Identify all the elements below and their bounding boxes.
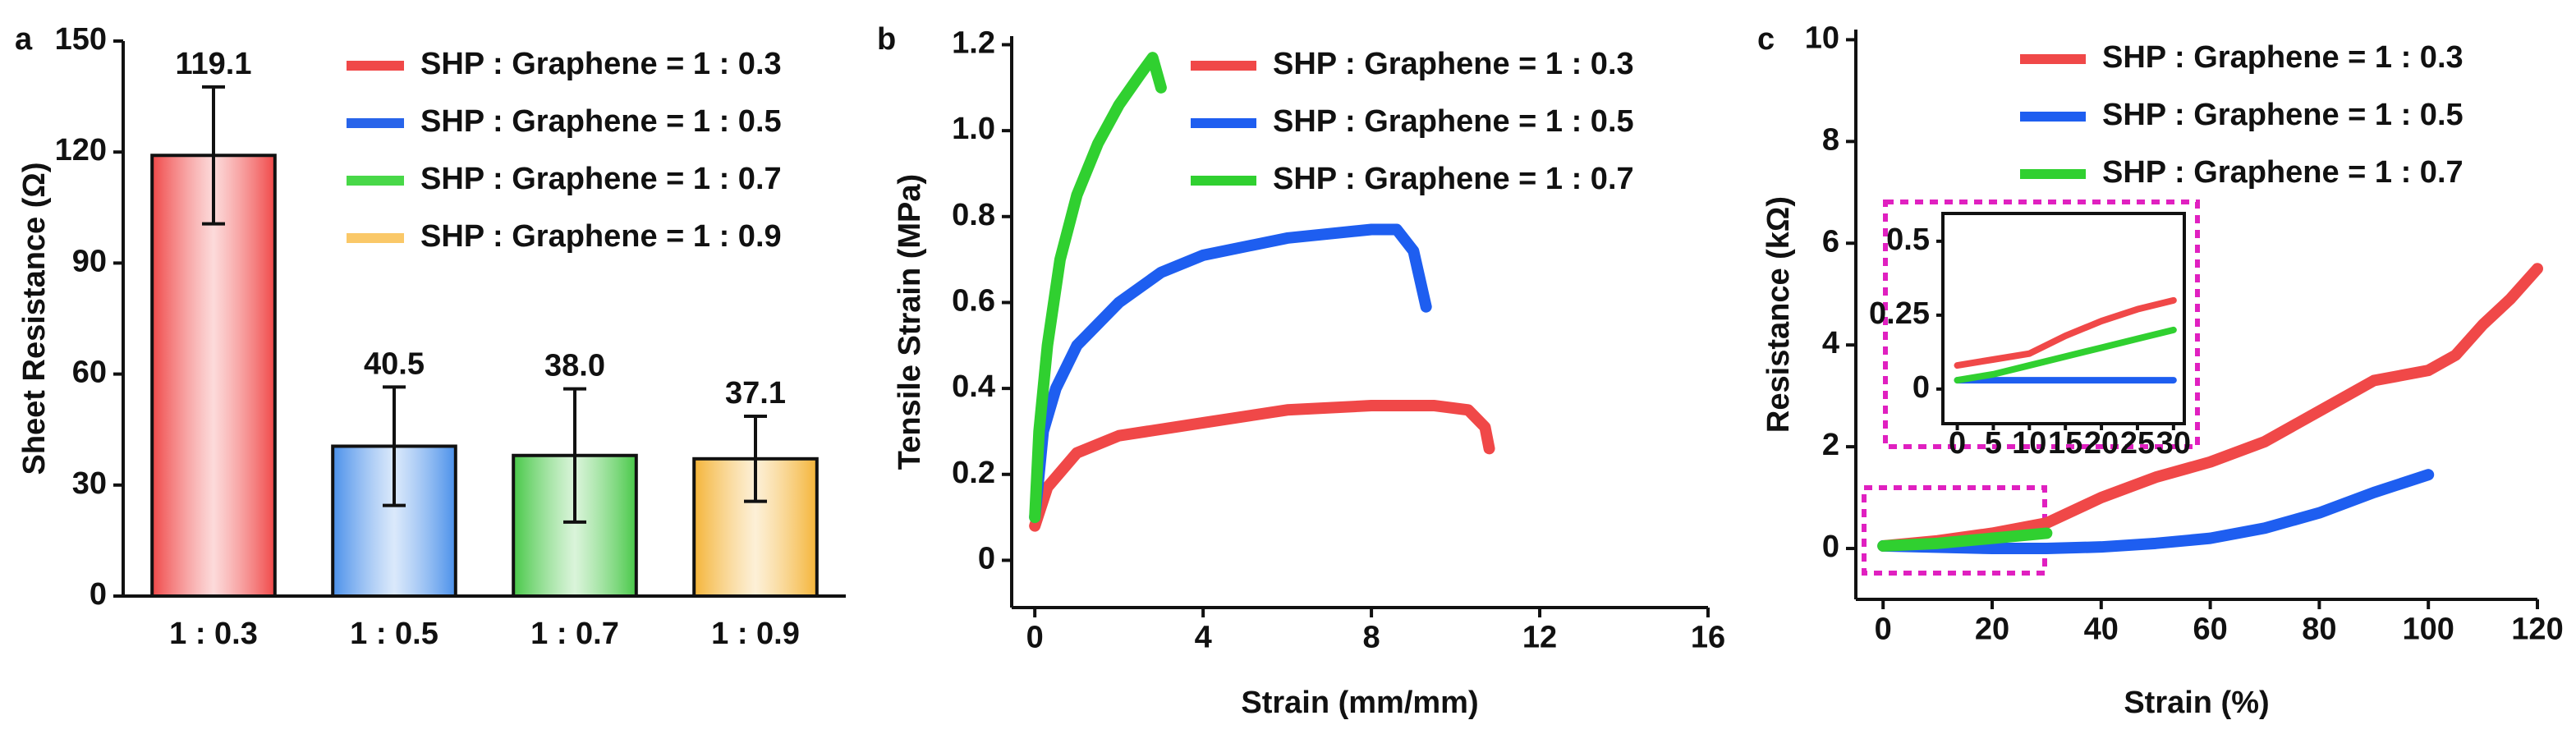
x-tick-label: 0	[1949, 426, 1966, 461]
y-tick-label: 1.2	[952, 25, 995, 60]
legend-label: SHP : Graphene = 1 : 0.7	[2102, 155, 2464, 190]
x-tick-label: 30	[2156, 426, 2191, 461]
y-tick-label: 0	[978, 541, 995, 576]
legend-label: SHP : Graphene = 1 : 0.3	[2102, 40, 2464, 75]
y-tick-label: 0.8	[952, 198, 995, 232]
line	[1954, 296, 2177, 369]
value-label: 37.1	[725, 376, 786, 411]
x-axis-label: Strain (%)	[2124, 686, 2269, 720]
line	[1029, 52, 1167, 524]
line	[1029, 223, 1432, 524]
x-tick-label: 20	[1975, 612, 2009, 647]
line	[1877, 469, 2435, 555]
error-bar	[202, 85, 225, 226]
line	[1877, 527, 2053, 552]
x-tick-label: 1 : 0.7	[530, 617, 619, 651]
x-tick-label: 120	[2511, 612, 2563, 647]
y-tick-label: 0.25	[1869, 296, 1930, 331]
plot-frame	[1941, 212, 2186, 425]
y-tick-label: 1.0	[952, 112, 995, 146]
x-tick-label: 4	[1195, 621, 1212, 655]
y-tick-label: 0.4	[952, 369, 995, 404]
legend-label: SHP : Graphene = 1 : 0.9	[420, 219, 782, 254]
legend-label: SHP : Graphene = 1 : 0.5	[2102, 98, 2464, 132]
legend-label: SHP : Graphene = 1 : 0.7	[1273, 162, 1634, 196]
legend-label: SHP : Graphene = 1 : 0.5	[1273, 104, 1634, 139]
y-tick-label: 0	[90, 577, 107, 612]
line	[1954, 326, 2177, 384]
x-tick-label: 1 : 0.3	[169, 617, 258, 651]
line	[1029, 400, 1495, 532]
y-tick-label: 120	[55, 133, 107, 167]
y-axis-label: Sheet Resistance (Ω)	[17, 162, 52, 475]
x-tick-label: 1 : 0.9	[711, 617, 800, 651]
x-tick-label: 10	[2012, 426, 2046, 461]
x-tick-label: 1 : 0.5	[350, 617, 439, 651]
panel-label: b	[877, 22, 896, 57]
x-tick-label: 12	[1522, 621, 1557, 655]
value-label: 119.1	[176, 47, 252, 81]
x-tick-label: 0	[1026, 621, 1044, 655]
x-tick-label: 80	[2302, 612, 2336, 647]
y-tick-label: 150	[55, 22, 107, 57]
legend-label: SHP : Graphene = 1 : 0.3	[1273, 47, 1634, 81]
y-axis-label: Tensile Strain (MPa)	[893, 174, 927, 470]
panel-label: a	[15, 22, 33, 57]
value-label: 40.5	[364, 346, 425, 381]
y-tick-label: 10	[1805, 21, 1839, 55]
inset-box	[1883, 200, 2200, 449]
x-tick-label: 0	[1875, 612, 1892, 647]
y-tick-label: 0	[1912, 370, 1930, 405]
error-bar	[744, 414, 767, 503]
x-tick-label: 8	[1363, 621, 1380, 655]
legend-label: SHP : Graphene = 1 : 0.5	[420, 104, 782, 139]
y-tick-label: 60	[72, 356, 107, 390]
value-label: 38.0	[544, 349, 605, 383]
bar	[150, 154, 277, 599]
y-tick-label: 90	[72, 244, 107, 278]
y-tick-label: 2	[1822, 428, 1839, 462]
legend-label: SHP : Graphene = 1 : 0.7	[420, 162, 782, 196]
x-tick-label: 15	[2048, 426, 2082, 461]
error-bar	[563, 387, 586, 524]
x-tick-label: 100	[2402, 612, 2454, 647]
y-tick-label: 4	[1822, 326, 1839, 360]
y-tick-label: 8	[1822, 122, 1839, 157]
y-axis-label: Resistance (kΩ)	[1761, 196, 1796, 433]
x-tick-label: 20	[2084, 426, 2119, 461]
y-tick-label: 0.2	[952, 456, 995, 490]
x-tick-label: 16	[1691, 621, 1725, 655]
x-axis-label: Strain (mm/mm)	[1241, 686, 1478, 720]
legend-label: SHP : Graphene = 1 : 0.3	[420, 47, 782, 81]
x-tick-label: 60	[2193, 612, 2227, 647]
y-tick-label: 0.5	[1886, 222, 1930, 257]
y-tick-label: 0.6	[952, 283, 995, 318]
bar	[331, 444, 457, 598]
x-tick-label: 25	[2120, 426, 2155, 461]
error-bar	[383, 385, 406, 507]
y-tick-label: 30	[72, 466, 107, 501]
line	[1877, 263, 2543, 552]
panel-label: c	[1757, 22, 1775, 57]
x-tick-label: 40	[2084, 612, 2119, 647]
x-tick-label: 5	[1985, 426, 2002, 461]
y-tick-label: 0	[1822, 530, 1839, 564]
bar	[512, 453, 638, 598]
y-tick-label: 6	[1822, 224, 1839, 259]
